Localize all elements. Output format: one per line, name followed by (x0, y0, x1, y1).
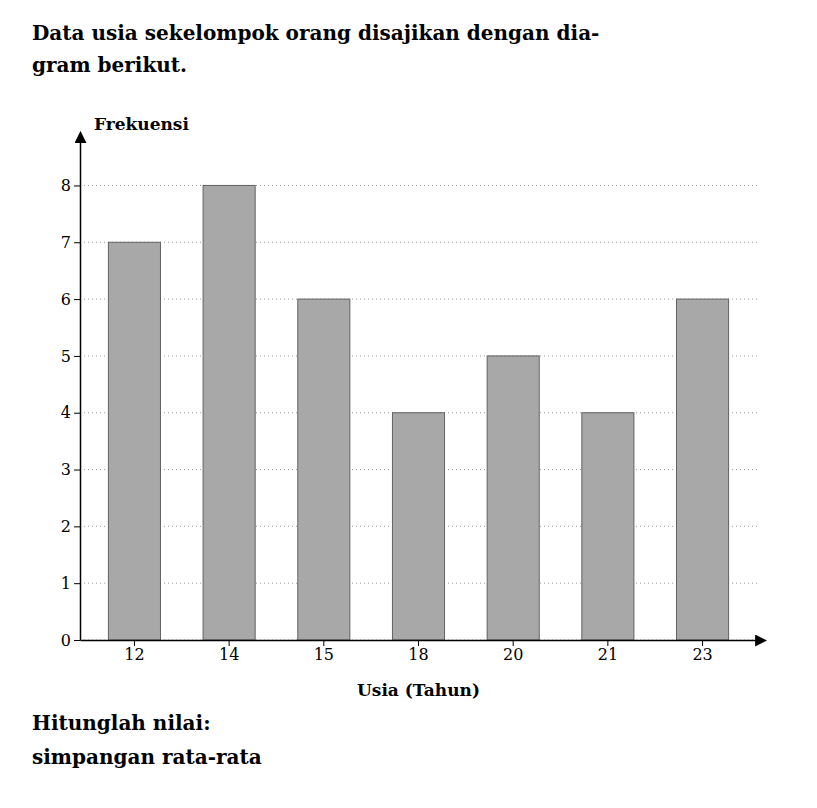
x-tick-label: 20 (503, 645, 523, 664)
y-tick: 8 (61, 176, 80, 195)
y-tick-mark (74, 413, 80, 414)
title: Data usia sekelompok orang disajikan den… (32, 21, 599, 45)
y-tick-label: 6 (61, 290, 71, 309)
x-tick: 23 (692, 640, 712, 664)
y-tick: 1 (61, 574, 80, 593)
chart-root: Data usia sekelompok orang disajikan den… (0, 0, 817, 808)
y-axis: 0 1 2 3 4 5 6 7 8 (61, 141, 81, 650)
y-tick-label: 5 (61, 347, 71, 366)
y-axis-label: Frekuensi (94, 114, 189, 134)
x-axis: 12 14 15 18 20 21 23 (81, 640, 758, 664)
bar (203, 185, 255, 640)
y-tick-label: 1 (61, 574, 71, 593)
x-tick: 14 (219, 640, 239, 664)
x-tick: 21 (598, 640, 618, 664)
x-tick-label: 18 (408, 645, 428, 664)
y-tick: 5 (61, 347, 80, 366)
bar (108, 242, 160, 640)
x-tick-label: 23 (692, 645, 712, 664)
y-tick-mark (74, 583, 80, 584)
bar (677, 299, 729, 640)
y-axis-line (80, 141, 82, 641)
y-tick-mark (74, 356, 80, 357)
y-tick-label: 0 (61, 631, 71, 650)
y-tick-mark (74, 526, 80, 527)
y-tick-mark (74, 299, 80, 300)
y-tick-mark (74, 640, 80, 641)
annotation: Hitunglah nilai: (32, 711, 211, 735)
grid-line (80, 299, 757, 300)
x-tick-label: 12 (124, 645, 144, 664)
x-tick-label: 21 (598, 645, 618, 664)
grid-line (80, 242, 757, 243)
annotation: simpangan rata-rata (32, 745, 262, 769)
x-tick-label: 15 (314, 645, 334, 664)
y-tick: 3 (61, 460, 80, 479)
y-tick: 6 (61, 290, 80, 309)
y-tick-label: 4 (61, 403, 71, 422)
grid-line (80, 355, 757, 356)
x-tick-label: 14 (219, 645, 239, 664)
y-tick-mark (74, 185, 80, 186)
grid-line (80, 185, 757, 186)
x-tick: 18 (408, 640, 428, 664)
y-tick: 0 (61, 631, 80, 650)
plot: 12141518202123012345678 (61, 141, 758, 665)
y-tick-label: 2 (61, 517, 71, 536)
bar (487, 356, 539, 640)
y-tick-label: 7 (61, 233, 71, 252)
y-tick: 2 (61, 517, 80, 536)
bars (108, 185, 728, 640)
y-tick: 7 (61, 233, 80, 252)
bar (392, 413, 444, 640)
y-tick-mark (74, 242, 80, 243)
title: gram berikut. (32, 53, 187, 77)
grid (80, 185, 757, 640)
y-tick-mark (74, 470, 80, 471)
bar (298, 299, 350, 640)
x-tick: 20 (503, 640, 523, 664)
bar (582, 413, 634, 640)
x-tick: 15 (314, 640, 334, 664)
x-tick: 12 (124, 640, 144, 664)
y-tick: 4 (61, 403, 80, 422)
y-tick-label: 3 (61, 460, 71, 479)
y-tick-label: 8 (61, 176, 71, 195)
x-axis-label: Usia (Tahun) (357, 680, 480, 700)
